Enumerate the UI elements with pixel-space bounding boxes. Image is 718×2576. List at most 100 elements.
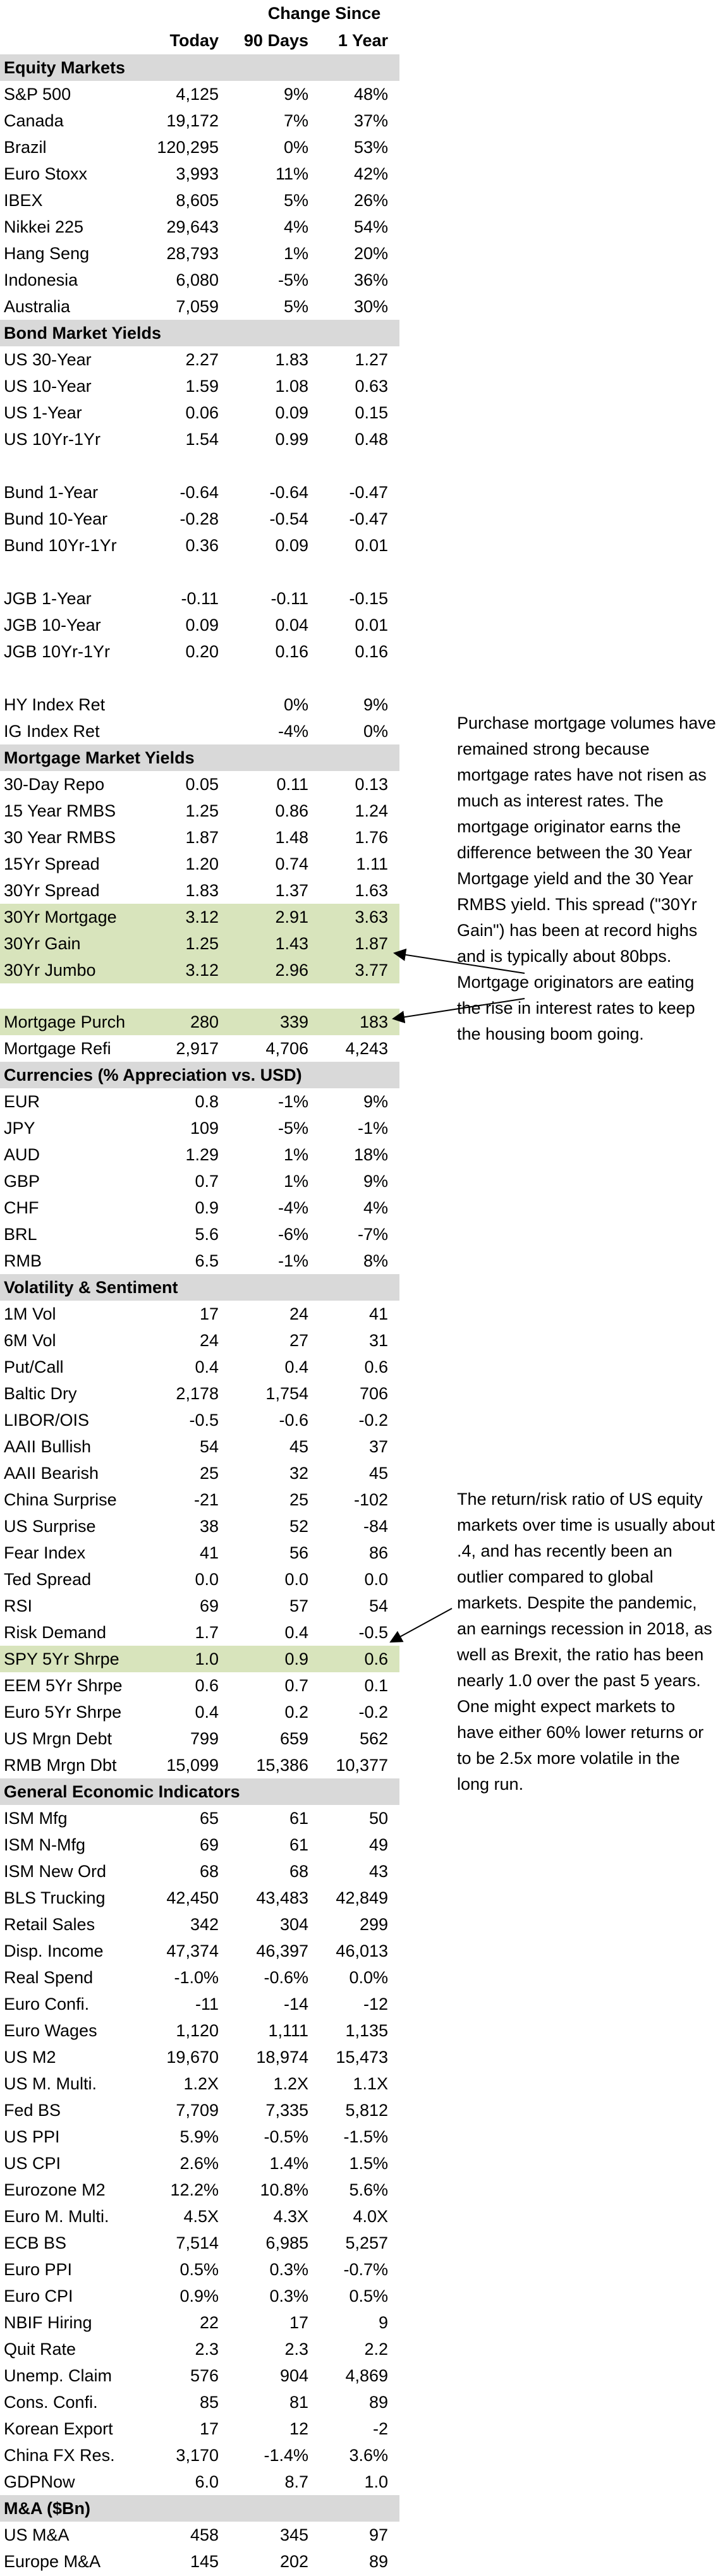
- value-1-year: 1.87: [320, 930, 400, 957]
- section-mortgage-market-yields: Mortgage Market Yields: [0, 744, 400, 771]
- value-today: 3.12: [145, 957, 230, 983]
- value-90-days: 24: [289, 1304, 308, 1323]
- row-label: 30Yr Spread: [4, 881, 100, 900]
- row-ism-new-ord: ISM New Ord 68 68 43: [0, 1858, 399, 1885]
- value-today: 47,374: [166, 1941, 219, 1960]
- value-90-days: 0.7: [284, 1676, 308, 1695]
- value-90-days: 7%: [283, 111, 308, 130]
- row-label: US PPI: [4, 2127, 60, 2146]
- value-today: -0.5: [189, 1411, 219, 1430]
- value-today: 0.20: [185, 642, 219, 661]
- value-1-year: 54%: [353, 217, 389, 236]
- value-90-days: 4,706: [265, 1039, 308, 1058]
- value-90-days: 0%: [283, 138, 308, 157]
- row-label: AAII Bullish: [4, 1437, 92, 1456]
- value-90-days: 0.0: [284, 1570, 308, 1589]
- value-today: 4,125: [176, 85, 219, 104]
- row-label: Cons. Confi.: [4, 2393, 98, 2412]
- row-cons-confi: Cons. Confi. 85 81 89: [0, 2389, 399, 2415]
- value-today: 3.12: [145, 904, 230, 930]
- row-label: Retail Sales: [4, 1915, 95, 1934]
- value-1-year: 10,377: [336, 1756, 389, 1775]
- value-today: 68: [199, 1862, 219, 1881]
- row-disp-income: Disp. Income 47,374 46,397 46,013: [0, 1938, 399, 1964]
- row-label: NBIF Hiring: [4, 2313, 92, 2332]
- value-1-year: 31: [368, 1331, 389, 1350]
- row-s-p-500: S&P 500 4,125 9% 48%: [0, 81, 399, 107]
- section-title: General Economic Indicators: [0, 1778, 400, 1805]
- value-90-days: 1%: [283, 1145, 308, 1164]
- value-today: -21: [193, 1490, 219, 1509]
- value-today: 0.7: [195, 1172, 219, 1191]
- row-unemp-claim: Unemp. Claim 576 904 4,869: [0, 2362, 399, 2389]
- row-euro-stoxx: Euro Stoxx 3,993 11% 42%: [0, 161, 399, 187]
- row-mortgage-refi: Mortgage Refi 2,917 4,706 4,243: [0, 1035, 399, 1062]
- row-aaii-bearish: AAII Bearish 25 32 45: [0, 1460, 399, 1486]
- row-ism-n-mfg: ISM N-Mfg 69 61 49: [0, 1832, 399, 1858]
- value-1-year: -7%: [358, 1225, 389, 1244]
- value-1-year: 5,257: [345, 2233, 389, 2252]
- row-aaii-bullish: AAII Bullish 54 45 37: [0, 1433, 399, 1460]
- row-label: US CPI: [4, 2154, 61, 2173]
- value-today: 29,643: [166, 217, 219, 236]
- row-hang-seng: Hang Seng 28,793 1% 20%: [0, 240, 399, 267]
- row-bls-trucking: BLS Trucking 42,450 43,483 42,849: [0, 1885, 399, 1911]
- row-label: EEM 5Yr Shrpe: [4, 1676, 123, 1695]
- row-us-m-a: US M&A 458 345 97: [0, 2522, 399, 2548]
- row-label: Mortgage Refi: [4, 1039, 111, 1058]
- value-today: 25: [199, 1464, 219, 1483]
- value-today: 19,172: [166, 111, 219, 130]
- col-today-heading: Today: [169, 31, 219, 50]
- value-1-year: 0.01: [355, 616, 389, 635]
- value-1-year: 0.6: [364, 1358, 389, 1376]
- row-mortgage-purch: Mortgage Purch 280 339 183: [0, 1009, 400, 1035]
- value-1-year: 89: [368, 2393, 389, 2412]
- row-fed-bs: Fed BS 7,709 7,335 5,812: [0, 2097, 399, 2123]
- row-label: JGB 10Yr-1Yr: [4, 642, 111, 661]
- row-label: ISM New Ord: [4, 1862, 107, 1881]
- value-today: 0.4: [195, 1703, 219, 1722]
- row-label: ISM N-Mfg: [4, 1835, 86, 1854]
- value-1-year: 9: [378, 2313, 389, 2332]
- value-1-year: 1.5%: [349, 2154, 389, 2173]
- col-1year-heading: 1 Year: [338, 31, 389, 50]
- row-label: GDPNow: [4, 2472, 75, 2491]
- row-label: US M2: [4, 2048, 56, 2067]
- value-90-days: 4.3X: [273, 2207, 308, 2226]
- row-jpy: JPY 109 -5% -1%: [0, 1115, 399, 1141]
- value-today: 6.0: [195, 2472, 219, 2491]
- value-today: 7,709: [176, 2101, 219, 2120]
- row-label: Euro PPI: [4, 2260, 73, 2279]
- row-15-year-rmbs: 15 Year RMBS 1.25 0.86 1.24: [0, 798, 399, 824]
- row-label: 30 Year RMBS: [4, 828, 116, 847]
- value-90-days: 0.3%: [269, 2287, 308, 2306]
- row-label: China FX Res.: [4, 2446, 115, 2465]
- value-90-days: 2.96: [230, 957, 320, 983]
- row-30-year-rmbs: 30 Year RMBS 1.87 1.48 1.76: [0, 824, 399, 851]
- row-6m-vol: 6M Vol 24 27 31: [0, 1327, 399, 1354]
- value-today: 7,514: [176, 2233, 219, 2252]
- value-1-year: -0.47: [349, 509, 389, 528]
- value-90-days: 52: [289, 1517, 308, 1536]
- row-1m-vol: 1M Vol 17 24 41: [0, 1301, 399, 1327]
- change-since-heading: Change Since: [267, 4, 381, 23]
- value-1-year: 0%: [363, 722, 389, 741]
- row-rmb: RMB 6.5 -1% 8%: [0, 1248, 399, 1274]
- value-1-year: 50: [368, 1809, 389, 1828]
- value-90-days: 61: [289, 1835, 308, 1854]
- spacer-row: [0, 559, 399, 585]
- row-label: Euro Stoxx: [4, 164, 88, 183]
- value-90-days: 81: [289, 2393, 308, 2412]
- value-90-days: 2.3: [284, 2340, 308, 2359]
- value-90-days: 15,386: [256, 1756, 308, 1775]
- row-label: US 10-Year: [4, 377, 92, 396]
- value-today: 0.06: [185, 403, 219, 422]
- row-brl: BRL 5.6 -6% -7%: [0, 1221, 399, 1248]
- value-today: 1.29: [185, 1145, 219, 1164]
- row-label: Europe M&A: [4, 2552, 101, 2571]
- value-90-days: -1%: [277, 1251, 308, 1270]
- value-90-days: 4%: [283, 217, 308, 236]
- value-today: 1.25: [185, 801, 219, 820]
- value-today: 5.6: [195, 1225, 219, 1244]
- value-today: 65: [199, 1809, 219, 1828]
